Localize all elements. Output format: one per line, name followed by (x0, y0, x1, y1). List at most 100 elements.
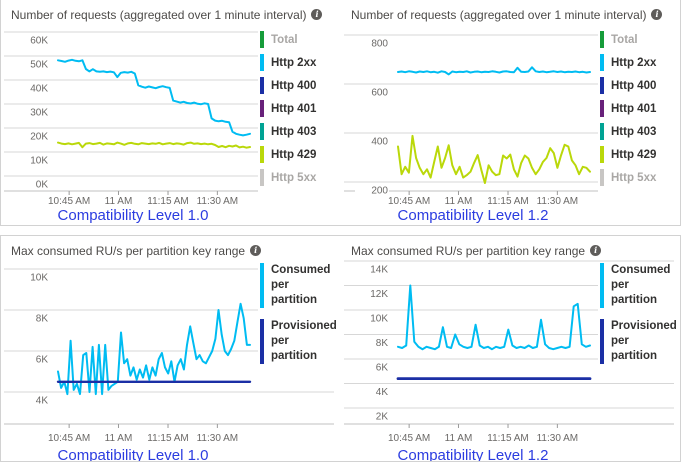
series-line-http-2xx (57, 58, 251, 137)
y-axis-label: 20K (30, 132, 48, 143)
legend-label: Total (611, 33, 638, 46)
chart-caption: Compatibility Level 1.0 (57, 207, 209, 224)
y-axis-label: 8K (376, 338, 389, 349)
legend-item-provisioned-per-partition[interactable]: Provisioned per partition (260, 319, 337, 364)
y-label-backing (355, 135, 389, 146)
legend-item-http-401[interactable]: Http 401 (260, 100, 334, 117)
legend-item-http-400[interactable]: Http 400 (600, 77, 674, 94)
legend: Total Http 2xx Http 400 Http 401 Http 403 Htt… (258, 30, 334, 193)
y-axis-label: 10K (30, 156, 48, 167)
info-icon[interactable]: i (590, 245, 602, 256)
x-axis-label: 10:45 AM (48, 433, 90, 444)
chart-caption: Compatibility Level 1.2 (397, 447, 549, 461)
legend-swatch (260, 123, 264, 140)
legend-swatch (600, 31, 604, 48)
legend-swatch (260, 31, 264, 48)
legend-label: Total (271, 33, 298, 46)
legend-item-http-403[interactable]: Http 403 (600, 123, 674, 140)
legend-swatch (600, 54, 604, 71)
legend-item-http-429[interactable]: Http 429 (260, 146, 334, 163)
x-axis-label: 10:45 AM (388, 433, 430, 444)
series-line-http-429 (397, 134, 591, 184)
legend-item-consumed-per-partition[interactable]: Consumed per partition (260, 263, 334, 308)
y-label-backing (355, 385, 389, 397)
legend-label: Http 401 (271, 102, 317, 115)
x-axis-label: 10:45 AM (48, 196, 90, 206)
legend-swatch (260, 77, 264, 94)
info-icon[interactable]: i (311, 9, 323, 20)
legend-item-http-5xx[interactable]: Http 5xx (600, 169, 674, 186)
series-line-http-429 (57, 141, 251, 149)
y-label-backing (15, 394, 49, 405)
x-axis-label: 11 AM (445, 433, 473, 444)
x-axis-label: 11 AM (105, 196, 133, 206)
legend-item-http-400[interactable]: Http 400 (260, 77, 334, 94)
legend-label: Http 400 (271, 79, 317, 92)
y-label-backing (15, 271, 49, 282)
legend-item-consumed-per-partition[interactable]: Consumed per partition (600, 263, 674, 308)
series-line-consumed-per-partition (57, 302, 251, 396)
x-axis-label: 11:30 AM (537, 196, 579, 206)
plot-area: 14K 12K 10K 8K 6K 4K 2K 10:45 AM 11 AM 11:15 AM 11… (341, 258, 679, 446)
y-axis-label: 4K (376, 387, 389, 398)
x-axis-label: 11:15 AM (487, 433, 529, 444)
legend-label: Provisioned per partition (611, 320, 677, 362)
x-axis-label: 11:30 AM (197, 433, 239, 444)
legend-item-total[interactable]: Total (260, 31, 334, 48)
legend-label: Provisioned per partition (271, 320, 337, 362)
y-axis-label: 200 (371, 186, 388, 197)
requests-panel: Number of requests (aggregated over 1 mi… (0, 0, 681, 226)
series-line-http-2xx (397, 66, 591, 76)
y-label-backing (15, 58, 49, 69)
legend-swatch (260, 54, 264, 71)
y-axis-label: 4K (36, 396, 49, 407)
chart-title: Max consumed RU/s per partition key rang… (351, 243, 586, 258)
y-label-backing (15, 353, 49, 364)
info-icon[interactable]: i (250, 245, 262, 256)
legend-label: Http 429 (271, 148, 317, 161)
chart-header: Number of requests (aggregated over 1 mi… (1, 0, 341, 22)
legend-item-http-403[interactable]: Http 403 (260, 123, 334, 140)
x-axis-label: 11:15 AM (487, 196, 529, 206)
series-line-consumed-per-partition (397, 284, 591, 351)
legend-item-http-5xx[interactable]: Http 5xx (260, 169, 334, 186)
legend-swatch (600, 77, 604, 94)
legend-item-http-2xx[interactable]: Http 2xx (600, 54, 674, 71)
x-axis-label: 11:15 AM (147, 433, 189, 444)
y-label-backing (15, 106, 49, 117)
legend-item-provisioned-per-partition[interactable]: Provisioned per partition (600, 319, 677, 364)
legend-label: Http 2xx (611, 56, 657, 69)
legend-item-http-401[interactable]: Http 401 (600, 100, 674, 117)
legend-item-http-429[interactable]: Http 429 (600, 146, 674, 163)
legend-item-total[interactable]: Total (600, 31, 674, 48)
chart-requests-level-1-2: Number of requests (aggregated over 1 mi… (341, 0, 679, 225)
y-axis-label: 2K (376, 412, 389, 423)
y-label-backing (355, 336, 389, 348)
legend-label: Http 403 (611, 125, 657, 138)
info-icon[interactable]: i (651, 9, 663, 20)
y-axis-label: 600 (371, 88, 388, 99)
chart-header: Max consumed RU/s per partition key rang… (1, 236, 341, 258)
chart-header: Number of requests (aggregated over 1 mi… (341, 0, 679, 22)
y-axis-label: 800 (371, 39, 388, 50)
legend-label: Http 5xx (271, 171, 317, 184)
chart-title: Number of requests (aggregated over 1 mi… (351, 7, 647, 22)
y-label-backing (355, 312, 389, 323)
y-label-backing (355, 37, 389, 48)
legend-item-http-2xx[interactable]: Http 2xx (260, 54, 334, 71)
legend-swatch (600, 319, 604, 364)
y-axis-label: 10K (30, 273, 48, 284)
y-axis-label: 50K (30, 60, 48, 71)
y-label-backing (15, 34, 49, 45)
legend-label: Http 400 (611, 79, 657, 92)
legend-swatch (260, 169, 264, 186)
chart-title: Number of requests (aggregated over 1 mi… (11, 7, 307, 22)
y-label-backing (355, 263, 389, 274)
y-label-backing (15, 154, 49, 165)
chart-requests-level-1-0: Number of requests (aggregated over 1 mi… (1, 0, 341, 225)
plot-area: 60K 50K 40K 30K 20K 10K 0K 10:45 AM 11 AM 11:15 A… (1, 22, 341, 206)
chart-ru-level-1-2: Max consumed RU/s per partition key rang… (341, 236, 679, 461)
chart-title: Max consumed RU/s per partition key rang… (11, 243, 246, 258)
y-label-backing (355, 410, 389, 421)
